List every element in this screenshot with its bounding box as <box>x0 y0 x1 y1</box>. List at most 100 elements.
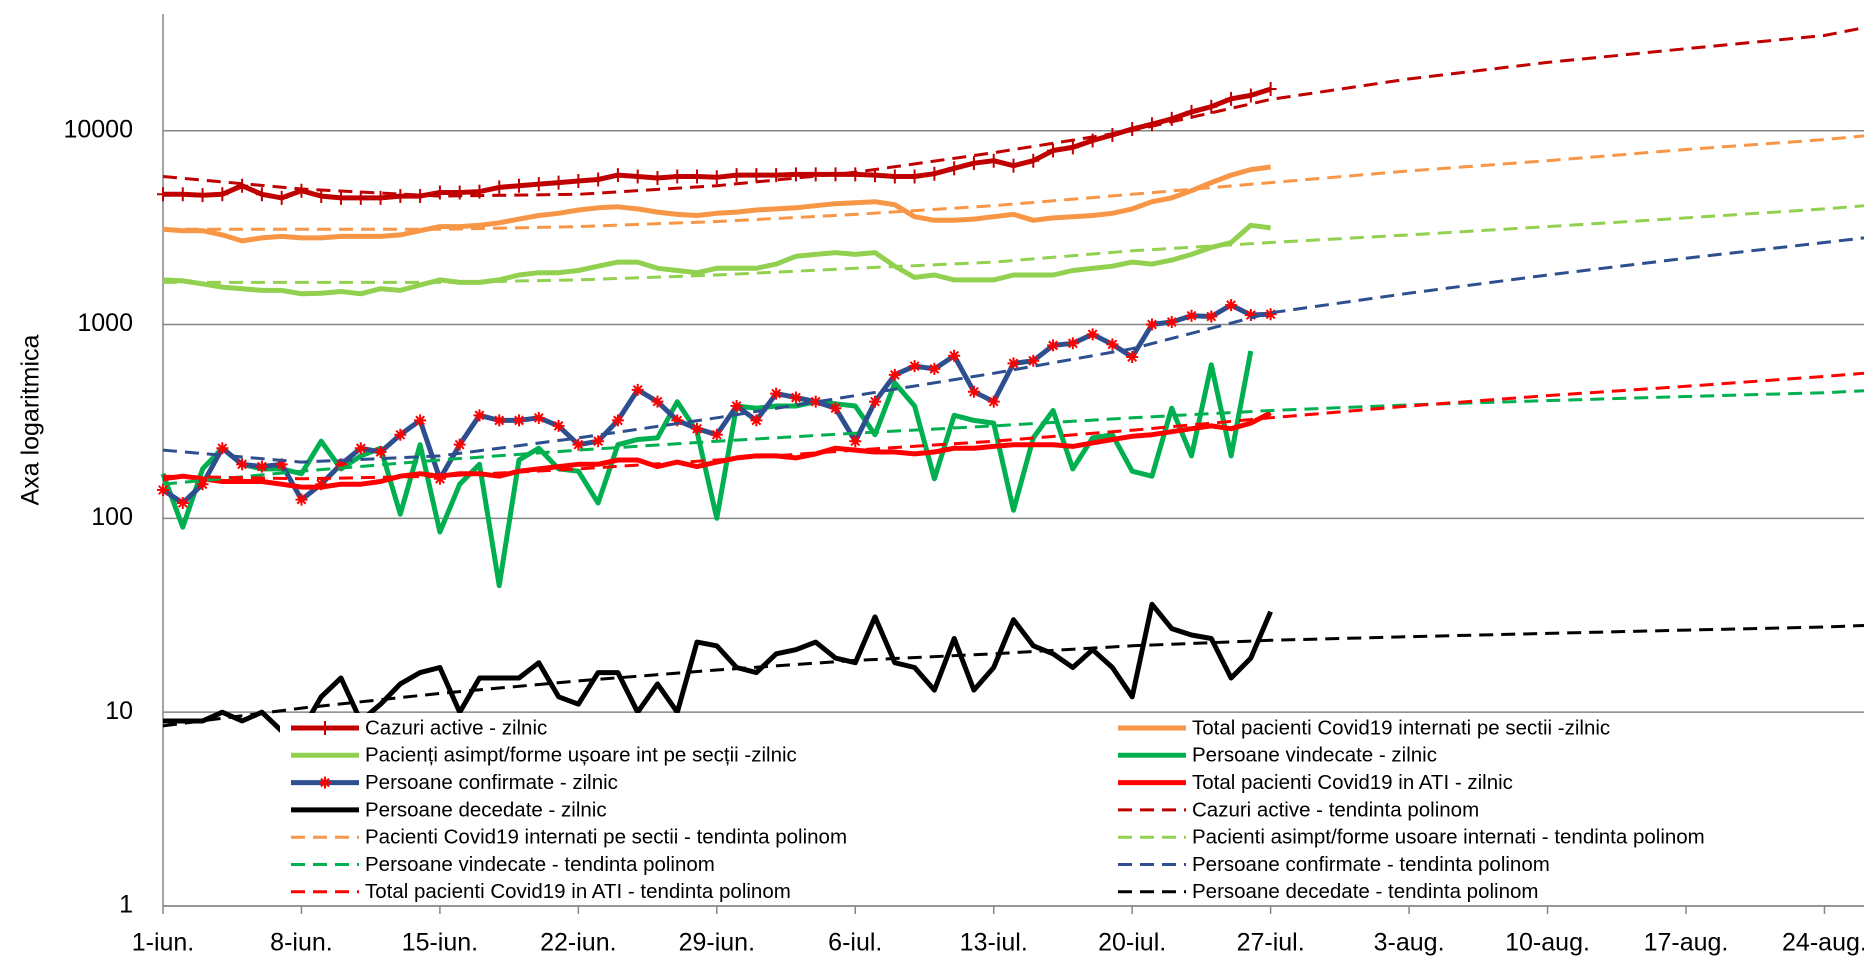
trend-line <box>162 236 1864 464</box>
series <box>162 371 1864 481</box>
x-tick-label: 27-iul. <box>1237 929 1305 957</box>
series <box>162 26 1864 198</box>
star-marker <box>869 395 882 408</box>
star-marker <box>888 368 901 381</box>
star-marker <box>1126 350 1139 363</box>
star-marker <box>730 399 743 412</box>
plus-marker <box>1205 99 1218 114</box>
plus-marker <box>888 169 901 184</box>
y-tick-label: 10000 <box>63 115 133 143</box>
plus-marker <box>789 167 802 182</box>
legend-label: Persoane confirmate - zilnic <box>365 771 618 794</box>
plus-marker <box>671 169 684 184</box>
plus-marker <box>532 177 545 192</box>
star-marker <box>433 472 446 485</box>
legend-label: Pacienți asimpt/forme ușoare int pe secț… <box>365 744 797 767</box>
star-marker <box>1185 309 1198 322</box>
plus-marker <box>1047 143 1060 158</box>
star-marker <box>631 383 644 396</box>
star-marker <box>928 362 941 375</box>
plus-marker <box>770 168 783 183</box>
star-marker <box>967 385 980 398</box>
plus-marker <box>513 178 526 193</box>
plus-marker <box>611 168 624 183</box>
series <box>163 601 1273 734</box>
plus-marker <box>295 183 308 198</box>
star-marker <box>1007 357 1020 370</box>
y-tick-label: 10 <box>105 697 133 725</box>
plus-marker <box>1007 158 1020 173</box>
x-tick-label: 15-iun. <box>402 929 478 957</box>
plus-marker <box>967 156 980 171</box>
x-tick-label: 3-aug. <box>1374 929 1445 957</box>
plus-marker <box>255 187 268 202</box>
star-marker <box>1165 316 1178 329</box>
y-tick-label: 1000 <box>77 309 133 337</box>
star-marker <box>157 484 169 497</box>
plus-marker <box>493 180 506 195</box>
plus-marker <box>651 171 664 186</box>
star-marker <box>176 497 189 509</box>
star-marker <box>354 442 367 455</box>
star-marker <box>1047 339 1060 352</box>
x-tick-label: 20-iul. <box>1098 929 1166 957</box>
star-marker <box>1027 354 1040 367</box>
plus-marker <box>275 190 288 205</box>
x-tick-label: 10-aug. <box>1505 929 1590 957</box>
star-marker <box>1244 308 1257 321</box>
plus-marker <box>236 178 249 193</box>
plus-marker <box>1264 82 1277 97</box>
x-tick-label: 24-aug. <box>1782 929 1864 957</box>
star-marker <box>691 422 704 435</box>
series <box>162 389 1864 486</box>
star-marker <box>216 442 229 455</box>
plus-marker <box>572 174 585 189</box>
star-marker <box>770 387 783 400</box>
trend-line <box>162 26 1864 198</box>
plus-marker <box>1244 88 1257 103</box>
plus-marker <box>710 170 723 185</box>
star-marker <box>493 414 506 427</box>
star-marker <box>1264 308 1277 321</box>
plus-marker <box>1027 153 1040 168</box>
x-tick-label: 22-iun. <box>540 929 616 957</box>
star-marker <box>710 428 723 441</box>
star-marker <box>809 395 822 408</box>
plus-marker <box>176 187 189 202</box>
star-marker <box>236 458 249 471</box>
legend-label: Cazuri active - tendinta polinom <box>1192 798 1479 821</box>
y-axis-label: Axa logaritmica <box>17 334 45 505</box>
y-tick-label: 100 <box>91 503 133 531</box>
star-marker <box>651 395 664 408</box>
legend-label: Total pacienti Covid19 internati pe sect… <box>1192 716 1610 739</box>
data-line <box>163 601 1273 734</box>
star-marker <box>453 438 466 451</box>
legend-label: Persoane vindecate - tendinta polinom <box>365 853 715 876</box>
plus-marker <box>631 169 644 184</box>
star-marker <box>295 493 308 506</box>
star-marker <box>789 391 802 404</box>
star-marker <box>552 419 565 432</box>
plus-marker <box>691 169 704 184</box>
star-marker <box>255 460 268 473</box>
legend-box <box>280 713 1864 905</box>
star-marker <box>532 411 545 424</box>
plus-marker <box>750 168 763 183</box>
legend-label: Pacienti Covid19 internati pe sectii - t… <box>365 826 847 849</box>
star-marker <box>374 445 387 458</box>
series <box>163 204 1864 284</box>
star-marker <box>849 435 862 448</box>
plus-marker <box>1165 111 1178 126</box>
plus-marker <box>928 166 941 181</box>
trend-line <box>163 204 1864 284</box>
plus-marker <box>394 189 407 204</box>
legend-label: Persoane confirmate - tendinta polinom <box>1192 853 1550 876</box>
trend-line <box>162 624 1864 728</box>
star-marker <box>1205 310 1218 323</box>
plus-marker <box>948 161 961 176</box>
star-marker <box>908 360 921 373</box>
x-tick-label: 1-iun. <box>132 929 195 957</box>
plus-marker <box>849 167 862 182</box>
